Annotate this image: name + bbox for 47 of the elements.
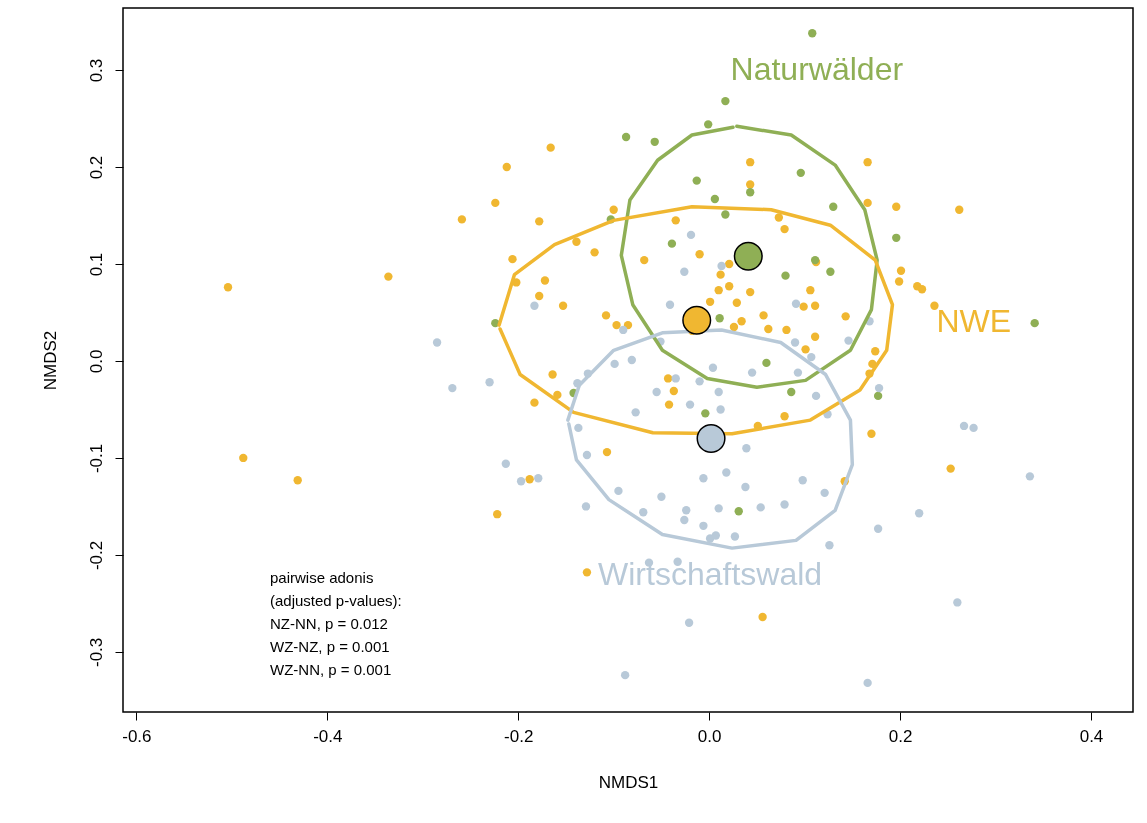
y-tick-label: 0.0 bbox=[86, 349, 106, 374]
x-tick-label: 0.4 bbox=[1079, 726, 1104, 746]
point bbox=[650, 137, 659, 146]
point bbox=[873, 391, 883, 401]
point bbox=[762, 358, 771, 368]
series-label: Naturwälder bbox=[730, 51, 904, 88]
annotation: NZ-NN, p = 0.012 bbox=[270, 615, 388, 632]
point bbox=[721, 96, 730, 106]
point bbox=[1030, 318, 1039, 328]
point bbox=[621, 132, 631, 142]
point bbox=[826, 267, 835, 276]
series-label: NWE bbox=[936, 302, 1012, 339]
y-tick-label: 0.1 bbox=[86, 252, 106, 277]
point bbox=[781, 271, 790, 280]
y-axis-title: NMDS2 bbox=[40, 330, 60, 391]
point bbox=[808, 29, 817, 38]
point bbox=[746, 188, 755, 197]
y-tick-label: 0.2 bbox=[86, 155, 106, 180]
point bbox=[704, 120, 713, 129]
x-tick-label: -0.6 bbox=[122, 726, 152, 746]
point bbox=[787, 387, 796, 397]
y-tick-label: 0.3 bbox=[86, 58, 106, 83]
annotation: pairwise adonis bbox=[270, 569, 374, 586]
point bbox=[829, 202, 838, 211]
line-series bbox=[566, 328, 855, 550]
point bbox=[734, 507, 743, 516]
x-tick-label: -0.4 bbox=[313, 726, 343, 746]
x-axis-title: NMDS1 bbox=[598, 772, 659, 792]
x-tick-label: -0.2 bbox=[504, 726, 534, 746]
point bbox=[667, 239, 677, 248]
point bbox=[701, 409, 710, 418]
point bbox=[721, 210, 730, 219]
y-tick-label: -0.3 bbox=[86, 637, 106, 668]
series-label: Wirtschaftswald bbox=[598, 556, 823, 593]
annotation: WZ-NZ, p = 0.001 bbox=[270, 638, 390, 655]
point bbox=[892, 233, 901, 242]
y-tick-label: -0.2 bbox=[86, 540, 106, 571]
point bbox=[710, 194, 720, 204]
point bbox=[796, 168, 805, 178]
annotation: (adjusted p-values): bbox=[270, 592, 402, 609]
point bbox=[715, 314, 724, 323]
x-tick-label: 0.2 bbox=[888, 726, 913, 746]
annotation: WZ-NN, p = 0.001 bbox=[270, 661, 392, 678]
line-series bbox=[619, 124, 879, 389]
point bbox=[692, 176, 701, 185]
x-tick-label: 0.0 bbox=[697, 726, 722, 746]
y-tick-label: -0.1 bbox=[86, 443, 106, 474]
